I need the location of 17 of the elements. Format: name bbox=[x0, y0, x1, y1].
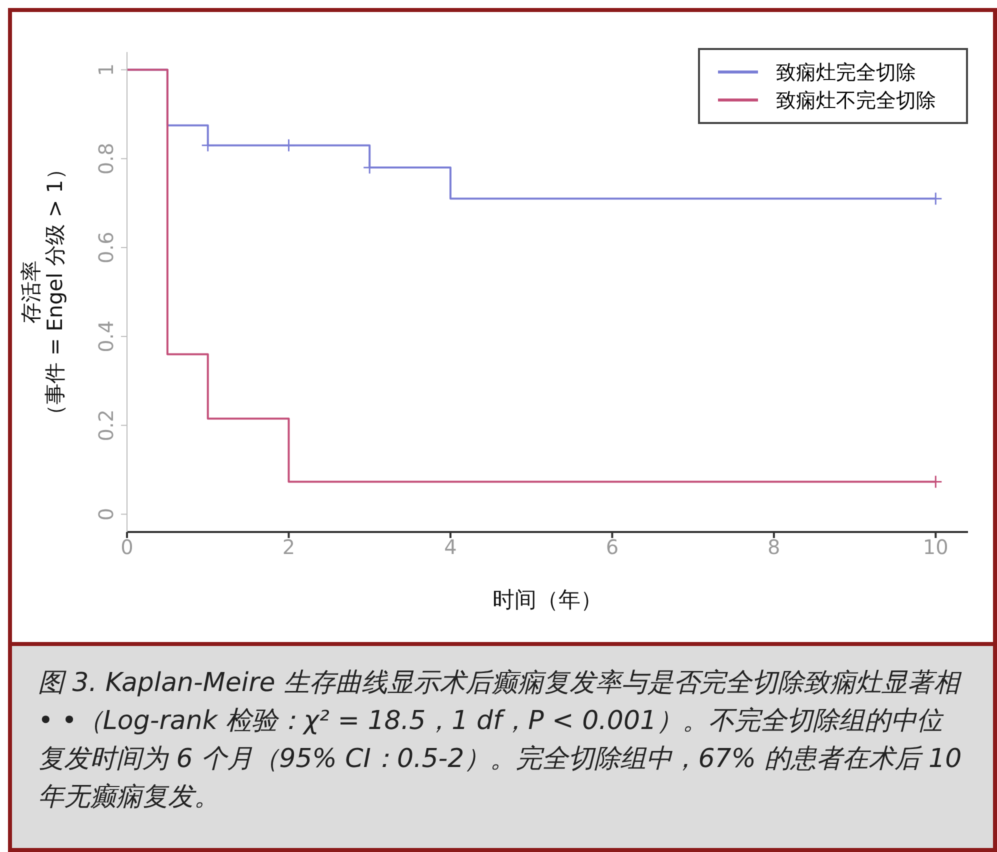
y-tick-label: 0.4 bbox=[94, 320, 118, 352]
y-tick-label: 0.2 bbox=[94, 409, 118, 442]
x-tick-label: 0 bbox=[120, 535, 134, 560]
legend-label: 致痫灶完全切除 bbox=[776, 58, 916, 86]
y-axis-title: 存活率（事件 = Engel 分级 > 1） bbox=[19, 158, 67, 426]
x-tick-label: 2 bbox=[282, 535, 296, 560]
y-tick-label: 0 bbox=[94, 508, 118, 521]
y-tick-label: 1 bbox=[94, 63, 118, 76]
x-axis-title: 时间（年） bbox=[492, 588, 602, 613]
legend-label: 致痫灶不完全切除 bbox=[776, 86, 936, 114]
y-tick-label: 0.8 bbox=[94, 142, 118, 175]
x-tick-label: 6 bbox=[606, 535, 619, 560]
x-tick-label: 4 bbox=[444, 535, 457, 560]
x-tick-label: 10 bbox=[922, 535, 948, 560]
caption: 图 3. Kaplan-Meire 生存曲线显示术后癫痫复发率与是否完全切除致痫灶显著相• •（Log-rank 检验：χ² = 18.5，1 df，P < 0.001）。不完全切除组的中位复发时间为 6 个月（95% CI：0.5-2）。完全切除组中，67% 的患者在术后 10 年无癫痫复发。 bbox=[38, 667, 963, 814]
x-tick-label: 8 bbox=[768, 535, 780, 560]
y-tick-label: 0.6 bbox=[94, 232, 118, 264]
